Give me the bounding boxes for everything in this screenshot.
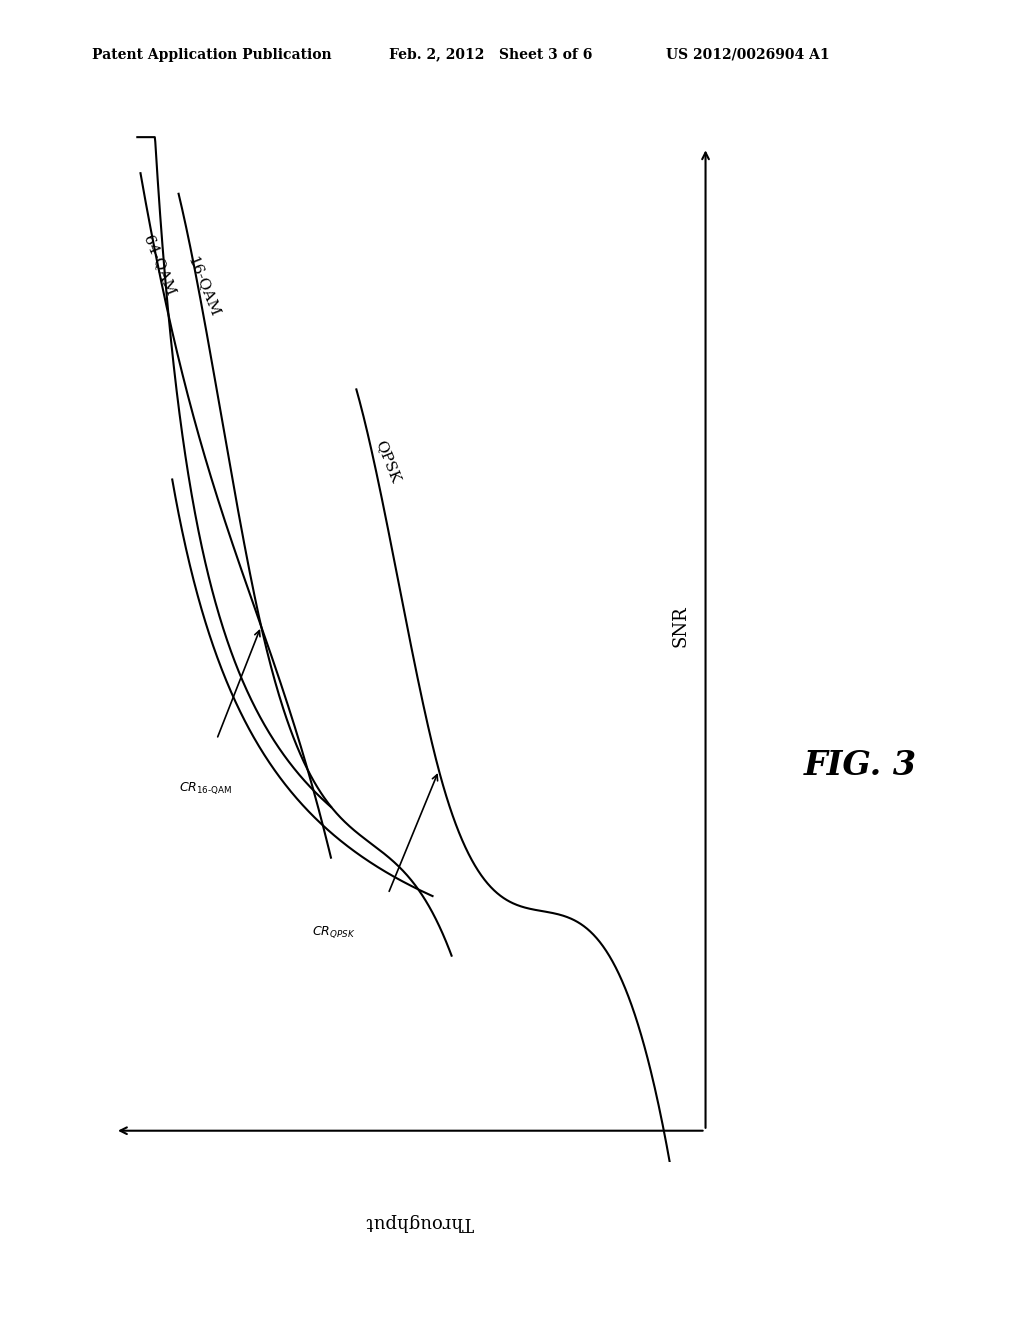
Text: QPSK: QPSK (373, 438, 403, 484)
Text: Throughput: Throughput (366, 1213, 474, 1232)
Text: 16-QAM: 16-QAM (185, 255, 222, 318)
Text: FIG. 3: FIG. 3 (804, 750, 916, 781)
Text: 64-QAM: 64-QAM (141, 234, 178, 298)
Text: $CR_{16\text{-QAM}}$: $CR_{16\text{-QAM}}$ (178, 780, 231, 796)
Text: $CR_{QPSK}$: $CR_{QPSK}$ (312, 925, 355, 940)
Text: SNR: SNR (671, 606, 689, 647)
Text: US 2012/0026904 A1: US 2012/0026904 A1 (666, 48, 829, 62)
Text: Feb. 2, 2012   Sheet 3 of 6: Feb. 2, 2012 Sheet 3 of 6 (389, 48, 593, 62)
Text: Patent Application Publication: Patent Application Publication (92, 48, 332, 62)
